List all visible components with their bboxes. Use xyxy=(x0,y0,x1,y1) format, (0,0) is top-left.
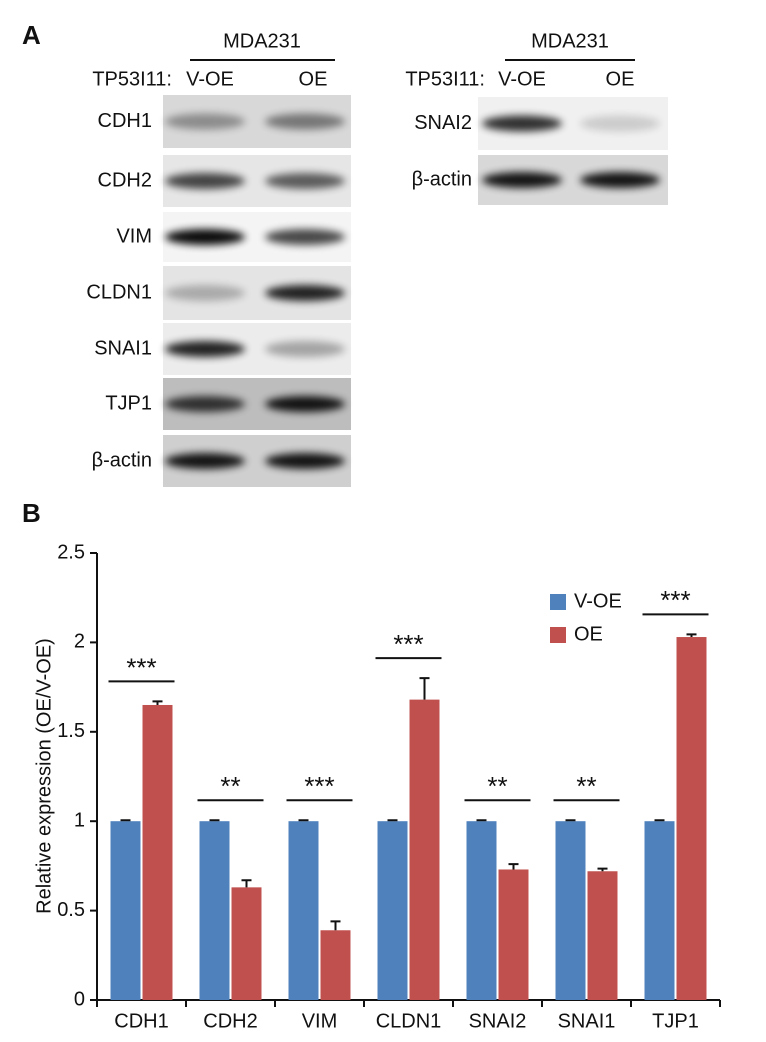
blot-band xyxy=(265,396,345,412)
error-bar xyxy=(476,819,487,822)
lane-label: OE xyxy=(606,68,635,90)
blot-band xyxy=(265,113,345,130)
lane-label: V-OE xyxy=(186,68,234,90)
blot-band xyxy=(265,341,345,357)
condition-label: TP53I11: xyxy=(92,68,172,90)
bar xyxy=(466,821,497,1000)
x-tick-label: CDH2 xyxy=(203,1010,257,1032)
y-tick-label: 2 xyxy=(74,631,85,653)
error-bar xyxy=(419,677,430,700)
error-bar xyxy=(330,920,341,931)
blot-band xyxy=(165,113,245,130)
lane-label: V-OE xyxy=(498,68,546,90)
blot-band xyxy=(165,173,245,189)
blot-band xyxy=(265,285,345,301)
bar xyxy=(288,821,319,1000)
blot-row-label: β-actin xyxy=(412,168,472,190)
x-tick-label: VIM xyxy=(302,1010,338,1032)
y-tick-label: 0 xyxy=(74,988,85,1010)
blot-band xyxy=(165,229,245,245)
error-bar xyxy=(597,867,608,872)
blot-row-label: CDH2 xyxy=(98,169,152,191)
blot-band xyxy=(482,172,562,188)
error-bar xyxy=(152,700,163,705)
blot-band xyxy=(482,115,562,132)
blot-band xyxy=(165,396,245,412)
legend-label: OE xyxy=(574,623,603,645)
y-tick-label: 1 xyxy=(74,809,85,831)
error-bar xyxy=(686,633,697,638)
significance-label: *** xyxy=(660,585,690,615)
bar xyxy=(199,821,230,1000)
y-tick-label: 1.5 xyxy=(57,720,85,742)
x-tick-label: SNAI2 xyxy=(469,1010,527,1032)
significance-label: *** xyxy=(126,652,156,682)
blot-band xyxy=(165,285,245,301)
y-tick-label: 0.5 xyxy=(57,899,85,921)
x-tick-label: CLDN1 xyxy=(376,1010,442,1032)
bar xyxy=(555,821,586,1000)
y-tick-label: 2.5 xyxy=(57,541,85,563)
error-bar xyxy=(120,819,131,822)
blot-band xyxy=(265,173,345,189)
error-bar xyxy=(508,863,519,870)
significance-label: ** xyxy=(487,771,507,801)
error-bar xyxy=(565,819,576,822)
bar xyxy=(676,637,707,1000)
blot-row-label: β-actin xyxy=(92,449,152,471)
blot-row-label: SNAI1 xyxy=(94,337,152,359)
bar xyxy=(142,704,173,1000)
bar xyxy=(110,821,141,1000)
blot-band xyxy=(265,453,345,469)
bar xyxy=(231,887,262,1000)
blot-band xyxy=(580,172,660,188)
y-axis-label: Relative expression (OE/V-OE) xyxy=(33,638,55,914)
legend-swatch xyxy=(550,627,566,643)
bar xyxy=(320,930,351,1000)
error-bar xyxy=(654,819,665,822)
error-bar xyxy=(298,819,309,822)
bar xyxy=(587,871,618,1000)
legend-label: V-OE xyxy=(574,590,622,612)
condition-label: TP53I11: xyxy=(405,68,485,90)
significance-label: ** xyxy=(576,771,596,801)
bar xyxy=(644,821,675,1000)
bar xyxy=(498,869,529,1000)
error-bar xyxy=(387,819,398,822)
blot-band xyxy=(580,115,660,132)
lane-label: OE xyxy=(299,68,328,90)
legend-swatch xyxy=(550,594,566,610)
blot-band xyxy=(165,341,245,357)
blot-band xyxy=(165,453,245,469)
x-tick-label: SNAI1 xyxy=(558,1010,616,1032)
cell-line: MDA231 xyxy=(223,30,301,52)
panel-label: A xyxy=(22,20,41,50)
significance-label: *** xyxy=(393,629,423,659)
significance-label: *** xyxy=(304,771,334,801)
panel-label: B xyxy=(22,498,41,528)
blot-band xyxy=(265,229,345,245)
blot-row-label: SNAI2 xyxy=(414,112,472,134)
significance-label: ** xyxy=(220,771,240,801)
error-bar xyxy=(209,819,220,822)
error-bar xyxy=(241,879,252,888)
blot-row-label: CDH1 xyxy=(98,110,152,132)
blot-row-label: TJP1 xyxy=(105,392,152,414)
bar xyxy=(377,821,408,1000)
cell-line: MDA231 xyxy=(531,30,609,52)
bar xyxy=(409,699,440,1000)
blot-row-label: VIM xyxy=(116,225,152,247)
blot-row-label: CLDN1 xyxy=(86,281,152,303)
x-tick-label: CDH1 xyxy=(114,1010,168,1032)
x-tick-label: TJP1 xyxy=(652,1010,699,1032)
